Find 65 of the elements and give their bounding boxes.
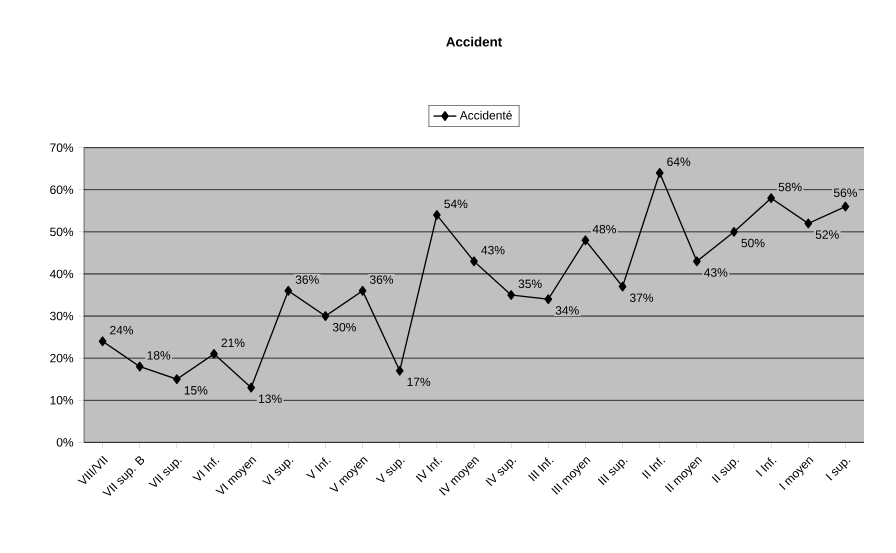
data-label: 58% (778, 182, 802, 192)
point (692, 256, 701, 266)
point (432, 210, 441, 220)
x-tick-label: II Inf. (642, 457, 666, 479)
x-tick-label: VI sup. (262, 460, 294, 484)
point (136, 362, 144, 372)
data-label: 37% (630, 294, 654, 302)
y-tick-label: 10% (50, 396, 74, 404)
y-tick-label: 40% (50, 270, 74, 278)
data-label: 13% (259, 394, 282, 404)
x-tick-label: V Inf. (306, 457, 331, 478)
data-label: 50% (741, 238, 765, 248)
point (470, 256, 478, 266)
x-tick-label: III sup. (598, 460, 628, 486)
data-label: 30% (332, 322, 356, 332)
x-tick-label: I sup. (825, 460, 850, 480)
x-tick-label: III Inf. (528, 457, 554, 482)
point (804, 218, 812, 228)
data-label: 34% (556, 306, 579, 315)
data-label: 48% (592, 224, 616, 234)
y-tick-label: 70% (50, 143, 74, 152)
point (98, 336, 106, 346)
legend-label: Accidenté (460, 110, 512, 120)
x-tick-label: II sup. (712, 460, 740, 483)
chart-title: Accident (446, 36, 502, 47)
data-label: 36% (370, 275, 394, 284)
point (172, 374, 181, 384)
y-tick-label: 0% (56, 438, 74, 447)
y-tick-label: 50% (50, 228, 74, 236)
point (730, 226, 738, 237)
point (618, 282, 626, 292)
data-label: 15% (184, 386, 208, 395)
point (322, 311, 330, 321)
x-tick-label: V sup. (376, 460, 405, 482)
data-label: 24% (110, 326, 134, 334)
data-label: 36% (296, 275, 319, 284)
point (582, 235, 590, 246)
y-tick-label: 20% (50, 354, 74, 362)
x-tick-label: I Inf. (756, 457, 777, 477)
data-label: 21% (222, 338, 245, 347)
x-tick-label: IV sup. (486, 460, 516, 486)
data-label: 35% (518, 280, 542, 288)
point (284, 286, 292, 296)
x-tick-label: VII sup. (148, 460, 182, 487)
point (842, 202, 850, 212)
data-label: 56% (834, 188, 858, 198)
data-label: 17% (408, 378, 430, 386)
point (210, 348, 218, 359)
data-label: 52% (816, 230, 839, 239)
data-label: 43% (481, 246, 505, 254)
point (396, 366, 404, 376)
point (656, 168, 664, 178)
x-tick-label: IV Inf. (416, 457, 442, 482)
y-tick-label: 60% (50, 186, 74, 194)
data-label: 43% (704, 268, 728, 277)
data-label: 18% (148, 351, 170, 360)
point (358, 286, 366, 296)
point (544, 294, 552, 304)
data-label: 64% (667, 157, 690, 166)
point (507, 290, 516, 300)
y-tick-label: 30% (50, 312, 74, 320)
x-tick-label: VI Inf. (192, 457, 220, 481)
data-label: 54% (444, 200, 468, 208)
point (767, 193, 776, 204)
point (247, 382, 256, 393)
